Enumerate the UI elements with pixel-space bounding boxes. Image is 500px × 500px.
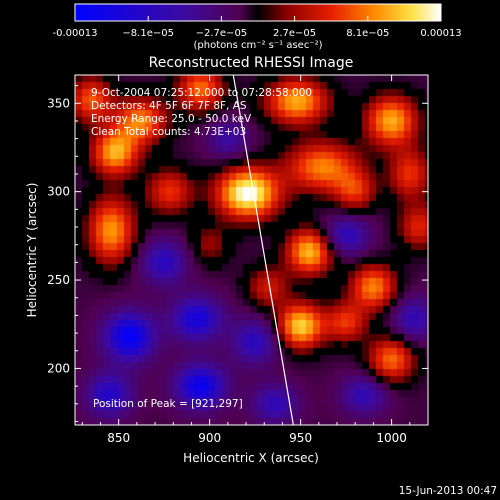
x-tick-label: 1000	[376, 431, 407, 445]
colorbar-tick-label: −2.7e−05	[196, 28, 248, 39]
colorbar-tick-label: −8.1e−05	[122, 28, 174, 39]
colorbar-tick-label: 8.1e−05	[346, 28, 389, 39]
y-tick-label: 300	[47, 185, 70, 199]
x-tick-label: 850	[107, 431, 130, 445]
timestamp: 15-Jun-2013 00:47	[399, 485, 497, 497]
annotation-peak: Position of Peak = [921,297]	[93, 398, 243, 410]
colorbar-tick-label: 0.00013	[420, 28, 461, 39]
annotation-energy: Energy Range: 25.0 - 50.0 keV	[91, 113, 252, 125]
x-axis-label: Heliocentric X (arcsec)	[183, 451, 319, 465]
annotation-clean: Clean Total counts: 4.73E+03	[91, 126, 246, 138]
y-tick-label: 200	[47, 361, 70, 375]
colorbar-ticks: -0.00013 −8.1e−05 −2.7e−05 2.7e−05 8.1e−05 0.…	[53, 16, 462, 39]
solar-limb-line	[232, 75, 294, 425]
y-tick-label: 250	[47, 273, 70, 287]
axis-ticks: 850 900 950 1000 200 250 300 350	[47, 75, 429, 445]
colorbar: -0.00013 −8.1e−05 −2.7e−05 2.7e−05 8.1e−05 0.…	[53, 3, 462, 51]
y-tick-label: 350	[47, 96, 70, 110]
annotation-time-range: 9-Oct-2004 07:25:12.000 to 07:28:58.000	[91, 87, 312, 99]
x-tick-label: 950	[289, 431, 312, 445]
colorbar-tick-label: -0.00013	[53, 28, 98, 39]
annotation-detectors: Detectors: 4F 5F 6F 7F 8F, AS	[91, 100, 247, 112]
colorbar-gradient	[74, 3, 442, 22]
plot-frame	[74, 74, 429, 426]
colorbar-units: (photons cm⁻² s⁻¹ asec⁻²)	[193, 40, 322, 51]
colorbar-tick-label: 2.7e−05	[273, 28, 316, 39]
annotations: 9-Oct-2004 07:25:12.000 to 07:28:58.000 …	[91, 87, 312, 410]
heatmap-canvas	[75, 75, 428, 425]
chart-title: Reconstructed RHESSI Image	[149, 55, 354, 71]
x-tick-label: 900	[198, 431, 221, 445]
heatmap-area	[75, 75, 428, 425]
y-axis-label: Heliocentric Y (arcsec)	[25, 183, 39, 318]
